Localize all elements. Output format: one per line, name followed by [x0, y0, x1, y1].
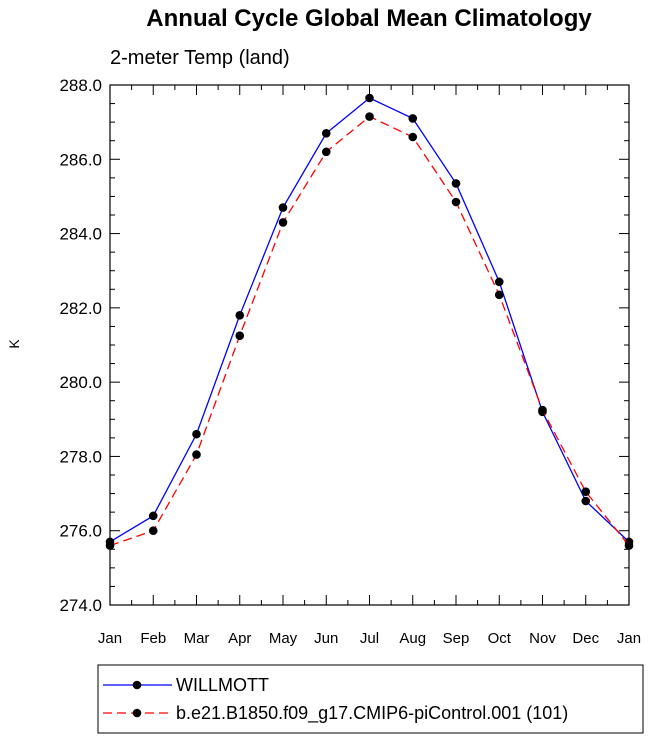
y-tick-label: 280.0: [59, 373, 102, 392]
y-tick-labels: 274.0 276.0 278.0 280.0 282.0 284.0 286.0 288.0: [59, 76, 102, 615]
legend-marker-0: [132, 680, 142, 690]
data-point-series-0: [321, 128, 331, 138]
y-tick-label: 286.0: [59, 150, 102, 169]
series-line-0: [109, 97, 630, 543]
y-tick-label: 278.0: [59, 447, 102, 466]
data-point-series-1: [624, 541, 634, 550]
data-point-series-1: [494, 290, 504, 300]
data-point-series-0: [494, 277, 504, 287]
data-point-series-0: [451, 179, 461, 188]
data-point-series-1: [581, 487, 591, 497]
x-tick-label: Oct: [488, 630, 512, 647]
x-tick-label: Mar: [184, 630, 210, 647]
x-tick-label: Jan: [98, 630, 122, 647]
data-point-series-1: [538, 405, 547, 415]
legend: WILLMOTT b.e21.B1850.f09_g17.CMIP6-piCont…: [103, 675, 568, 724]
y-tick-label: 288.0: [59, 76, 102, 95]
data-point-series-1: [148, 526, 158, 536]
x-tick-label: Jan: [617, 630, 641, 647]
data-point-series-1: [192, 450, 201, 459]
chart-title: Annual Cycle Global Mean Climatology: [146, 5, 592, 32]
data-point-series-0: [581, 496, 591, 506]
chart-subtitle: 2-meter Temp (land): [110, 47, 290, 69]
data-point-series-0: [148, 511, 158, 521]
data-point-series-1: [235, 331, 245, 341]
data-point-series-0: [365, 93, 374, 103]
x-tick-label: Jul: [360, 630, 379, 647]
plot-frame: [109, 84, 630, 606]
legend-label-1: b.e21.B1850.f09_g17.CMIP6-piControl.001 …: [176, 703, 568, 724]
series-line-1: [109, 115, 630, 547]
axis-ticks: [109, 84, 630, 606]
x-tick-label: Feb: [140, 630, 166, 647]
data-point-series-1: [408, 132, 418, 142]
x-tick-label: Aug: [399, 630, 426, 647]
data-point-series-1: [451, 197, 461, 207]
data-point-series-0: [408, 114, 418, 123]
data-point-series-1: [278, 218, 288, 227]
x-tick-labels: Jan Feb Mar Apr May Jun Jul Aug Sep Oct Nov Dec Jan: [98, 630, 641, 647]
data-point-series-0: [235, 310, 245, 320]
x-tick-label: Nov: [529, 630, 556, 647]
x-tick-label: Dec: [572, 630, 599, 647]
legend-marker-1: [132, 708, 142, 718]
y-tick-label: 276.0: [59, 522, 102, 541]
x-tick-label: Jun: [314, 630, 338, 647]
data-point-series-0: [192, 429, 201, 439]
x-tick-label: Sep: [443, 630, 470, 647]
y-axis-label: K: [6, 339, 22, 349]
data-point-series-1: [321, 147, 331, 157]
legend-box: [97, 664, 644, 734]
data-point-series-0: [278, 203, 288, 212]
series-layer: [105, 93, 634, 550]
data-point-series-1: [365, 112, 374, 121]
y-tick-label: 274.0: [59, 596, 102, 615]
x-tick-label: Apr: [228, 630, 251, 647]
y-tick-label: 282.0: [59, 299, 102, 318]
data-point-series-1: [105, 541, 115, 550]
x-tick-label: May: [269, 630, 298, 647]
legend-label-0: WILLMOTT: [176, 675, 269, 695]
y-tick-label: 284.0: [59, 225, 102, 244]
